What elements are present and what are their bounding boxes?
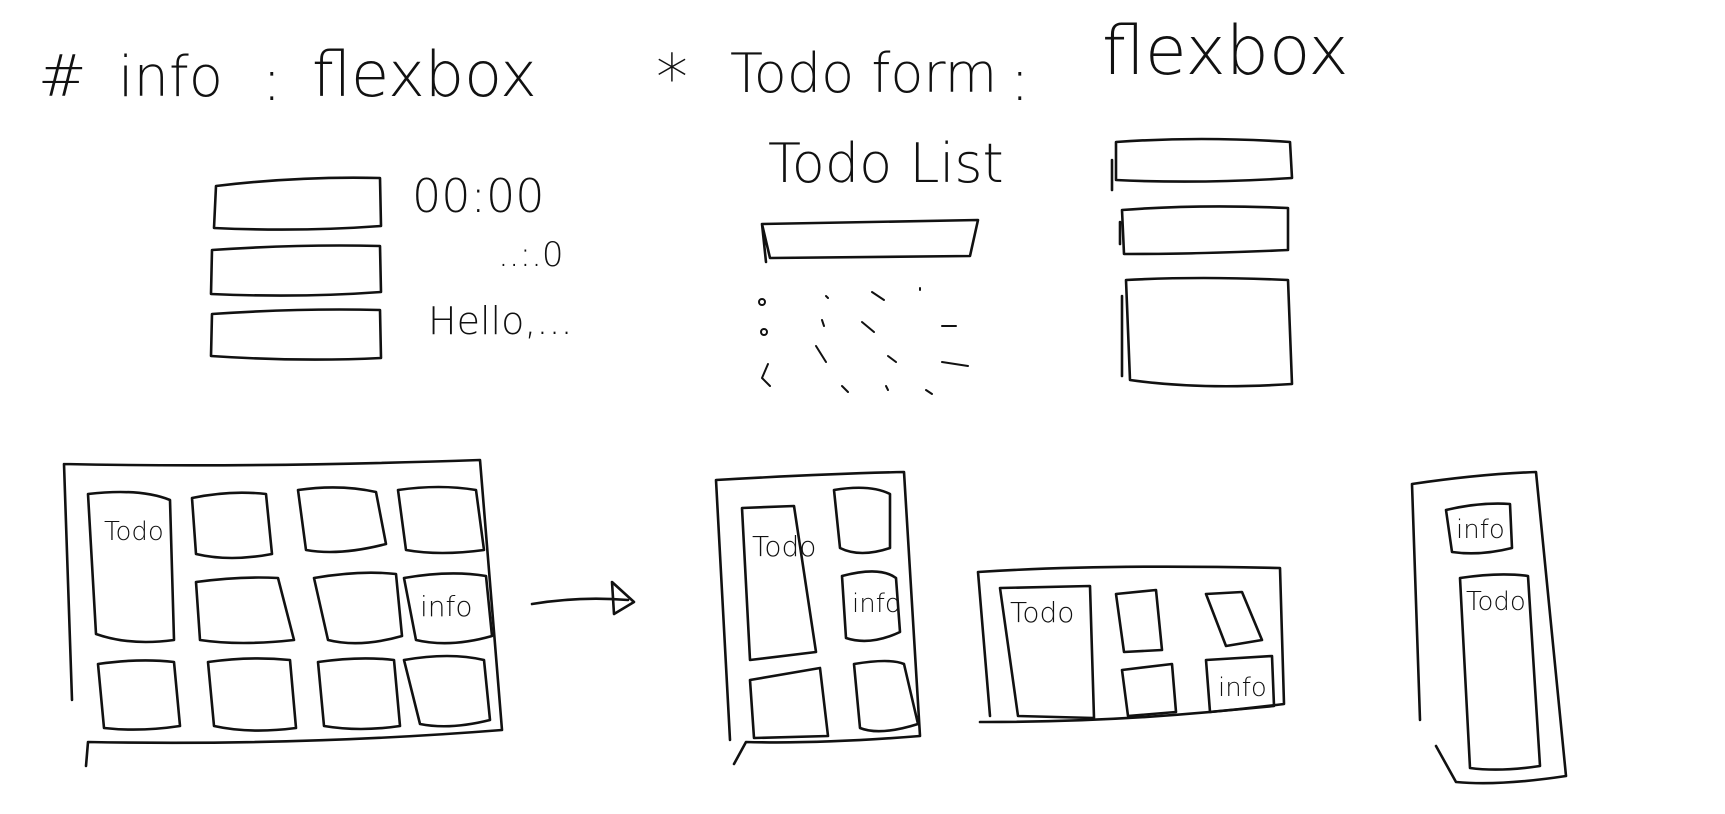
todo-heading-value: flexbox xyxy=(1102,12,1349,91)
wide-cell-r2c2 xyxy=(1120,662,1178,718)
grid-info-label: info xyxy=(420,590,473,623)
tall-todo-cell xyxy=(740,504,818,662)
wide-container xyxy=(976,565,1286,724)
grid-cell-r1c2 xyxy=(190,491,274,560)
tall-info-cell xyxy=(840,570,902,643)
narrow-layout-sketch: info Todo xyxy=(1410,470,1568,785)
grid-cell-r1c3 xyxy=(296,486,388,554)
grid-cell-r1c4 xyxy=(396,485,486,555)
info-box-1 xyxy=(212,176,383,231)
grid-layout-sketch: Todo info xyxy=(62,458,504,768)
todo-input-box xyxy=(760,218,980,264)
grid-cell-r3c2 xyxy=(206,657,298,732)
grid-cell-r3c4 xyxy=(402,654,492,728)
todo-item-line-3 xyxy=(815,345,969,367)
todo-items-scribbles xyxy=(758,287,969,395)
narrow-container xyxy=(1410,470,1568,785)
tall-cell-bottom-left xyxy=(748,666,830,740)
info-box-2 xyxy=(209,244,383,297)
todo-item-line-4 xyxy=(841,385,933,395)
wide-cell-r1c3 xyxy=(1204,590,1264,648)
tall-cell-bottom-right xyxy=(852,659,920,733)
todo-list-title: Todo List xyxy=(768,132,1004,195)
wide-layout-sketch: Todo info xyxy=(976,565,1286,724)
greeting-text: Hello,... xyxy=(428,299,573,343)
todo-bullet-2 xyxy=(760,328,768,336)
wide-todo-cell xyxy=(998,584,1096,720)
todo-heading: * Todo form : flexbox xyxy=(656,12,1349,116)
info-wireframe: 00:00 ..:.0 Hello,... xyxy=(209,169,573,361)
grid-cell-r3c1 xyxy=(96,659,182,731)
tall-layout-sketch: Todo info xyxy=(714,470,922,766)
flexbox-box-1 xyxy=(1110,137,1294,192)
flexbox-box-3 xyxy=(1120,276,1294,388)
clock-text: 00:00 xyxy=(412,169,545,223)
date-text: ..:.0 xyxy=(498,235,564,275)
todo-bullet-1 xyxy=(758,298,766,306)
asterisk-mark: * xyxy=(656,42,688,116)
tall-cell-top-right xyxy=(832,486,892,555)
todo-item-line-1 xyxy=(825,287,921,301)
narrow-todo-label: Todo xyxy=(1466,587,1526,617)
grid-cell-r3c3 xyxy=(316,657,402,731)
info-box-3 xyxy=(209,308,383,361)
todo-item-line-2 xyxy=(821,319,957,333)
tall-todo-label: Todo xyxy=(752,530,816,563)
tall-info-label: info xyxy=(852,589,901,619)
grid-info-cell xyxy=(402,572,494,645)
info-heading-value: flexbox xyxy=(312,38,537,111)
grid-cell-r2c3 xyxy=(312,571,404,645)
grid-container xyxy=(62,458,504,768)
tall-container xyxy=(714,470,922,766)
info-heading: # info : flexbox xyxy=(38,38,537,114)
info-heading-word: info xyxy=(118,45,223,110)
narrow-info-label: info xyxy=(1456,515,1505,545)
arrow-head xyxy=(610,580,636,616)
wide-info-label: info xyxy=(1218,673,1267,703)
todo-wireframe: Todo List xyxy=(758,132,1004,395)
flexbox-wireframe xyxy=(1110,137,1294,388)
narrow-info-cell xyxy=(1444,502,1514,555)
grid-todo-cell xyxy=(86,490,176,644)
transform-arrow xyxy=(530,580,636,616)
narrow-todo-cell xyxy=(1458,573,1542,771)
wide-todo-label: Todo xyxy=(1010,596,1074,629)
todo-heading-word: Todo form xyxy=(730,42,997,105)
grid-cell-r2c2 xyxy=(194,576,296,645)
info-heading-separator: : xyxy=(262,46,282,114)
todo-heading-separator: : xyxy=(1010,46,1030,114)
wide-cell-r1c2 xyxy=(1114,588,1164,654)
arrow-shaft xyxy=(530,597,630,606)
todo-bullet-3 xyxy=(761,363,771,387)
wide-info-cell xyxy=(1204,654,1276,714)
hash-mark: # xyxy=(38,42,87,110)
grid-todo-label: Todo xyxy=(104,517,164,547)
flexbox-box-2 xyxy=(1118,205,1290,256)
